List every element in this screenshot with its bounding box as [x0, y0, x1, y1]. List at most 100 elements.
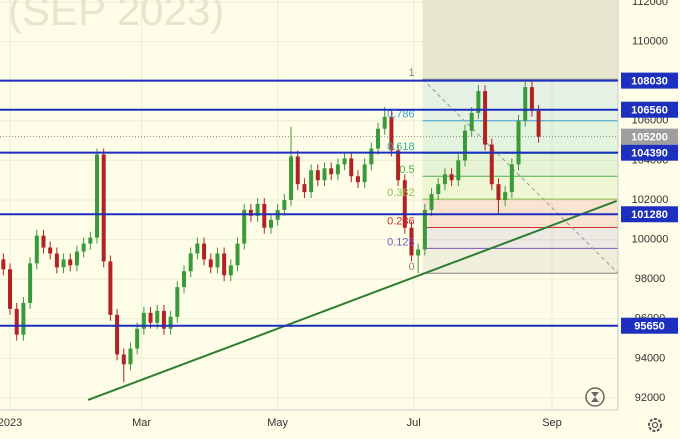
- candle-body: [349, 158, 354, 177]
- candle-body: [61, 259, 66, 268]
- candle-body: [195, 243, 200, 254]
- candle-body: [509, 164, 514, 193]
- candle-body: [289, 156, 294, 200]
- candle-body: [442, 174, 447, 185]
- fib-label: 0.786: [387, 109, 415, 121]
- level-label-box: [621, 101, 678, 118]
- x-tick-label: 2023: [0, 417, 22, 429]
- candle-body: [222, 253, 227, 276]
- candle-body: [128, 348, 133, 365]
- settings-icon[interactable]: [648, 418, 662, 432]
- candle-body: [54, 253, 59, 268]
- candle-body: [402, 180, 407, 228]
- candle-body: [248, 209, 253, 216]
- candle-body: [202, 243, 207, 260]
- candle-body: [208, 259, 213, 268]
- plot-area: [0, 0, 619, 410]
- candle-body: [309, 170, 314, 193]
- level-label-box: [621, 317, 678, 334]
- fib-label: 0.5: [399, 164, 414, 176]
- candle-body: [409, 227, 414, 256]
- candle-body: [175, 287, 180, 317]
- candle-body: [496, 184, 501, 200]
- last-price-label: 105200: [631, 132, 668, 144]
- fib-label: 0.618: [387, 141, 415, 153]
- candle-body: [416, 249, 421, 256]
- fib-label: 0.382: [387, 187, 415, 199]
- y-tick-label: 94000: [635, 352, 666, 364]
- candle-body: [95, 154, 100, 238]
- candle-body: [121, 354, 126, 365]
- fib-label: 0.128: [387, 236, 415, 248]
- candle-body: [88, 237, 93, 244]
- level-label: 101280: [631, 209, 668, 221]
- candle-body: [429, 194, 434, 210]
- level-label: 104390: [631, 148, 668, 160]
- fib-label: 1: [409, 67, 415, 79]
- candle-body: [141, 312, 146, 329]
- candle-body: [315, 170, 320, 181]
- level-label: 95650: [634, 321, 665, 333]
- candle-body: [135, 328, 140, 349]
- candle-body: [255, 203, 260, 216]
- candle-body: [101, 154, 106, 262]
- y-tick-label: 110000: [632, 36, 668, 48]
- candle-body: [335, 164, 340, 175]
- chart-title: (SEP 2023): [8, 0, 224, 34]
- x-tick-label: May: [267, 417, 288, 429]
- candle-body: [295, 156, 300, 185]
- candle-body: [268, 219, 273, 228]
- candle-body: [529, 87, 534, 111]
- candle-body: [382, 116, 387, 129]
- candle-body: [389, 116, 394, 151]
- candle-body: [355, 176, 360, 183]
- x-tick-label: Sep: [542, 417, 562, 429]
- trendline: [87, 200, 618, 401]
- candle-body: [181, 271, 186, 288]
- candle-body: [28, 263, 33, 303]
- candle-body: [74, 251, 79, 266]
- candle-body: [188, 253, 193, 272]
- candle-body: [81, 243, 86, 252]
- candle-body: [262, 203, 267, 228]
- fib-diagonal: [422, 78, 619, 274]
- candle-body: [68, 259, 73, 266]
- candle-body: [503, 192, 508, 200]
- y-tick-label: 100000: [632, 234, 669, 246]
- y-tick-label: 98000: [635, 273, 666, 285]
- candle-body: [516, 120, 521, 165]
- fib-zone: [422, 248, 618, 274]
- replay-icon[interactable]: [585, 387, 605, 407]
- y-tick-label: 102000: [632, 194, 669, 206]
- candle-body: [342, 158, 347, 165]
- candle-body: [41, 235, 46, 248]
- y-tick-label: 92000: [635, 392, 666, 404]
- level-label-box: [621, 72, 678, 89]
- fib-top-zone: [422, 0, 618, 80]
- candle-body: [523, 87, 528, 121]
- candle-body: [168, 316, 173, 329]
- candle-body: [155, 310, 160, 323]
- candle-body: [14, 308, 19, 335]
- candle-body: [362, 164, 367, 183]
- fib-zone: [422, 153, 618, 177]
- y-tick-label: 112000: [632, 0, 668, 8]
- level-label: 106560: [631, 105, 668, 117]
- fib-zone: [422, 79, 618, 121]
- candle-body: [476, 91, 481, 113]
- candle-body: [463, 130, 468, 161]
- fib-label: 0: [409, 261, 415, 273]
- candle-body: [235, 243, 240, 266]
- candle-body: [422, 209, 427, 250]
- level-label-box: [621, 144, 678, 161]
- candle-body: [242, 209, 247, 244]
- last-price-box: [621, 128, 678, 145]
- candle-body: [302, 184, 307, 193]
- candle-body: [436, 184, 441, 195]
- candle-body: [115, 314, 120, 355]
- candle-body: [376, 128, 381, 149]
- candle-body: [329, 168, 334, 175]
- candle-body: [228, 265, 233, 276]
- candle-body: [282, 200, 287, 210]
- candle-body: [108, 261, 113, 315]
